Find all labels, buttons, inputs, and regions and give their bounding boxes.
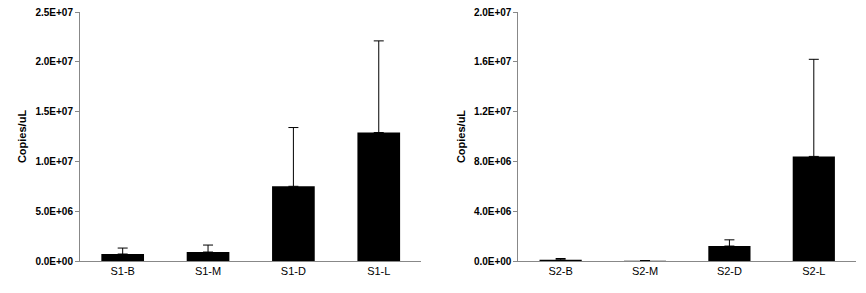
svg-text:S2-L: S2-L [802,265,825,277]
svg-text:S2-D: S2-D [717,265,742,277]
svg-text:Copies/uL: Copies/uL [455,110,467,163]
svg-text:2.0E+07: 2.0E+07 [35,56,73,67]
svg-text:S1-L: S1-L [367,265,390,277]
svg-text:S1-B: S1-B [110,265,134,277]
svg-text:2.5E+07: 2.5E+07 [35,7,73,18]
svg-text:0.0E+00: 0.0E+00 [474,256,512,267]
svg-text:1.2E+07: 1.2E+07 [474,106,512,117]
svg-text:1.6E+07: 1.6E+07 [474,56,512,67]
svg-text:S1-M: S1-M [195,265,221,277]
svg-text:Copies/uL: Copies/uL [16,110,28,163]
svg-text:1.0E+07: 1.0E+07 [35,156,73,167]
svg-text:0.0E+00: 0.0E+00 [35,256,73,267]
svg-text:5.0E+06: 5.0E+06 [35,206,73,217]
svg-text:8.0E+06: 8.0E+06 [474,156,512,167]
svg-text:2.0E+07: 2.0E+07 [474,7,512,18]
svg-text:1.5E+07: 1.5E+07 [35,106,73,117]
svg-text:S1-D: S1-D [281,265,306,277]
svg-text:4.0E+06: 4.0E+06 [474,206,512,217]
svg-text:S2-B: S2-B [548,265,572,277]
svg-text:S2-M: S2-M [632,265,658,277]
